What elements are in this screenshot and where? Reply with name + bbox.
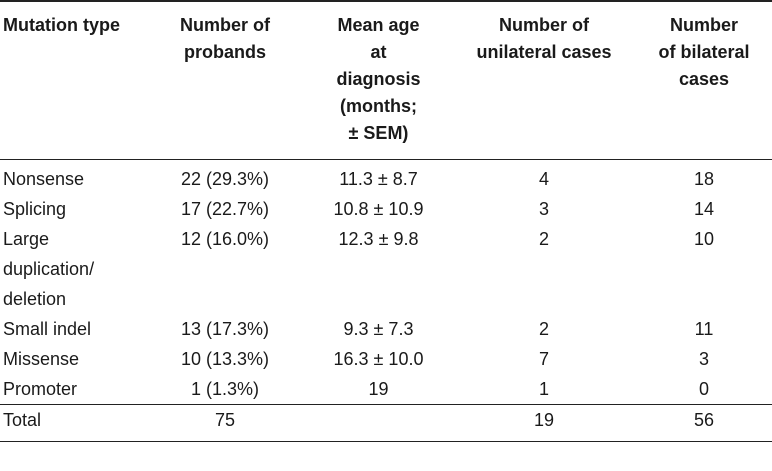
cell-mean-age: 12.3 ± 9.8 bbox=[338, 229, 419, 249]
header-line: Mutation type bbox=[3, 15, 120, 35]
cell-total-bilateral: 56 bbox=[693, 410, 715, 430]
table-row: Nonsense 22 (29.3%) 11.3 ± 8.7 4 18 bbox=[0, 160, 772, 195]
header-unilateral-cases: Number of unilateral cases bbox=[452, 1, 636, 160]
cell-mean-age: 16.3 ± 10.0 bbox=[333, 349, 424, 369]
mutation-summary-table: Mutation type Number of probands Mean ag… bbox=[0, 1, 772, 442]
cell-probands: 1 (1.3%) bbox=[190, 379, 260, 399]
header-line: unilateral cases bbox=[476, 42, 612, 62]
cell-bilateral: 14 bbox=[693, 199, 715, 219]
cell-mutation-type: Small indel bbox=[3, 319, 92, 339]
cell-unilateral: 4 bbox=[538, 169, 549, 189]
cell-mutation-type: Large duplication/ deletion bbox=[0, 224, 145, 314]
cell-mutation-type: Nonsense bbox=[3, 169, 85, 189]
table-header: Mutation type Number of probands Mean ag… bbox=[0, 1, 772, 160]
cell-bilateral: 18 bbox=[693, 169, 715, 189]
cell-unilateral: 3 bbox=[538, 199, 549, 219]
header-line: Number of bbox=[499, 15, 589, 35]
header-line: cases bbox=[678, 69, 730, 89]
cell-unilateral: 7 bbox=[538, 349, 549, 369]
cell-total-label: Total bbox=[3, 410, 42, 430]
cell-mutation-type: Missense bbox=[3, 349, 80, 369]
table-row: Promoter 1 (1.3%) 19 1 0 bbox=[0, 374, 772, 405]
header-line: probands bbox=[183, 42, 266, 62]
cell-line: Large bbox=[3, 229, 50, 249]
header-row: Mutation type Number of probands Mean ag… bbox=[0, 1, 772, 160]
cell-probands: 17 (22.7%) bbox=[180, 199, 270, 219]
cell-bilateral: 11 bbox=[694, 319, 714, 339]
cell-mutation-type: Promoter bbox=[3, 379, 78, 399]
header-line: Mean age bbox=[337, 15, 420, 35]
header-bilateral-cases: Number of bilateral cases bbox=[636, 1, 772, 160]
cell-mean-age: 10.8 ± 10.9 bbox=[333, 199, 424, 219]
cell-total-mean-age bbox=[305, 405, 452, 442]
cell-total-probands: 75 bbox=[214, 410, 236, 430]
cell-mean-age: 19 bbox=[368, 379, 389, 399]
total-row: Total 75 19 56 bbox=[0, 404, 772, 442]
header-mutation-type: Mutation type bbox=[0, 1, 145, 160]
cell-probands: 10 (13.3%) bbox=[180, 349, 270, 369]
cell-mean-age: 9.3 ± 7.3 bbox=[343, 319, 414, 339]
cell-probands: 12 (16.0%) bbox=[180, 229, 270, 249]
cell-line: deletion bbox=[3, 289, 67, 309]
cell-probands: 22 (29.3%) bbox=[180, 169, 270, 189]
cell-bilateral: 10 bbox=[693, 229, 715, 249]
header-line: Number of bbox=[180, 15, 270, 35]
cell-mutation-type: Splicing bbox=[3, 199, 67, 219]
cell-total-unilateral: 19 bbox=[533, 410, 555, 430]
cell-unilateral: 2 bbox=[538, 229, 549, 249]
header-mean-age: Mean age at diagnosis (months; ± SEM) bbox=[305, 1, 452, 160]
cell-unilateral: 1 bbox=[538, 379, 549, 399]
table-row: Large duplication/ deletion 12 (16.0%) 1… bbox=[0, 224, 772, 314]
cell-bilateral: 3 bbox=[698, 349, 709, 369]
header-line: Number bbox=[669, 15, 738, 35]
table-row: Small indel 13 (17.3%) 9.3 ± 7.3 2 11 bbox=[0, 314, 772, 344]
table-body: Nonsense 22 (29.3%) 11.3 ± 8.7 4 18 Spli… bbox=[0, 160, 772, 442]
table-row: Splicing 17 (22.7%) 10.8 ± 10.9 3 14 bbox=[0, 194, 772, 224]
cell-line: duplication/ bbox=[3, 259, 95, 279]
header-line: ± SEM) bbox=[348, 123, 409, 143]
cell-probands: 13 (17.3%) bbox=[180, 319, 270, 339]
header-line: of bilateral bbox=[658, 42, 750, 62]
header-line: (months; bbox=[340, 96, 417, 116]
header-number-of-probands: Number of probands bbox=[145, 1, 305, 160]
header-line: at bbox=[370, 42, 387, 62]
cell-mean-age: 11.3 ± 8.7 bbox=[339, 169, 418, 189]
cell-bilateral: 0 bbox=[698, 379, 709, 399]
table-row: Missense 10 (13.3%) 16.3 ± 10.0 7 3 bbox=[0, 344, 772, 374]
header-line: diagnosis bbox=[336, 69, 421, 89]
cell-unilateral: 2 bbox=[538, 319, 549, 339]
